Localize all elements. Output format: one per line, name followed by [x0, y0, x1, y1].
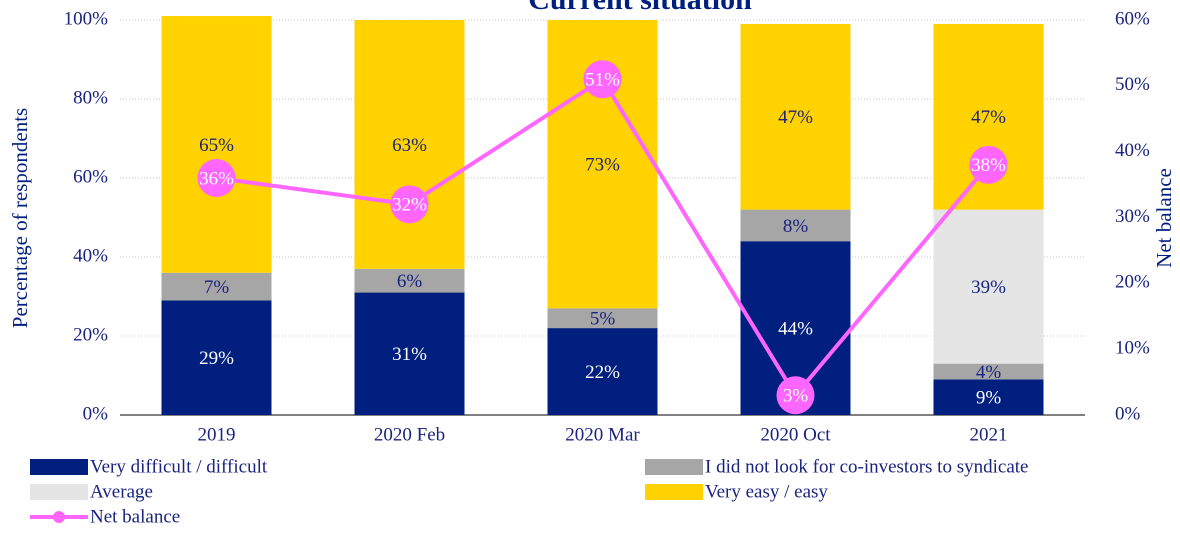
data-label: 32% — [392, 195, 427, 216]
data-label: 51% — [585, 70, 620, 91]
line-marker — [776, 376, 815, 415]
y2-tick-label: 0% — [1115, 403, 1141, 424]
y2-tick-label: 60% — [1115, 8, 1150, 29]
bar-segment — [354, 268, 465, 293]
chart-title: Current situation — [528, 0, 752, 16]
y-axis-title: Percentage of respondents — [8, 108, 32, 328]
data-label: 65% — [199, 135, 234, 156]
legend-label: Very easy / easy — [705, 481, 828, 502]
y2-tick-label: 40% — [1115, 140, 1150, 161]
data-label: 6% — [397, 271, 423, 292]
line-marker — [583, 60, 622, 99]
x-tick-label: 2019 — [198, 424, 236, 445]
bar-segment — [354, 20, 465, 269]
data-label: 47% — [778, 107, 813, 128]
bar-segment — [161, 16, 272, 273]
data-label: 73% — [585, 155, 620, 176]
legend-swatch — [30, 459, 88, 475]
line-marker — [197, 159, 236, 197]
data-label: 5% — [590, 309, 616, 330]
legend-label: I did not look for co-investors to syndi… — [705, 456, 1028, 477]
y-tick-label: 80% — [73, 87, 108, 108]
data-label: 9% — [976, 388, 1002, 409]
data-label: 7% — [204, 277, 230, 298]
x-tick-label: 2021 — [970, 424, 1008, 445]
legend-label: Very difficult / difficult — [90, 456, 268, 477]
y2-axis-title: Net balance — [1152, 168, 1176, 268]
data-label: 8% — [783, 216, 809, 237]
y2-tick-label: 20% — [1115, 272, 1150, 293]
line-marker — [390, 185, 429, 224]
legend-marker — [53, 511, 65, 523]
bar-segment — [547, 308, 658, 329]
bar-segment — [933, 209, 1044, 364]
data-label: 22% — [585, 362, 620, 383]
y2-tick-label: 30% — [1115, 206, 1150, 227]
bar-segment — [933, 379, 1044, 415]
legend-label: Average — [90, 481, 153, 502]
bar-segment — [933, 363, 1044, 380]
y-tick-label: 60% — [73, 166, 108, 187]
x-tick-label: 2020 Oct — [760, 424, 831, 445]
x-tick-label: 2020 Feb — [374, 424, 445, 445]
legend-swatch — [645, 484, 703, 500]
legend-label: Net balance — [90, 506, 180, 527]
y-tick-label: 20% — [73, 324, 108, 345]
data-label: 63% — [392, 135, 427, 156]
y2-tick-label: 50% — [1115, 74, 1150, 95]
y-tick-label: 0% — [83, 403, 109, 424]
y-tick-label: 100% — [64, 8, 109, 29]
bar-segment — [161, 300, 272, 415]
data-label: 3% — [783, 386, 809, 407]
data-label: 47% — [971, 107, 1006, 128]
data-label: 39% — [971, 277, 1006, 298]
data-label: 38% — [971, 155, 1006, 176]
data-label: 31% — [392, 344, 427, 365]
legend-swatch — [645, 459, 703, 475]
bar-segment — [740, 23, 851, 210]
line-marker — [969, 145, 1008, 184]
bar-segment — [547, 328, 658, 415]
bar-segment — [354, 292, 465, 415]
data-label: 4% — [976, 362, 1002, 383]
data-label: 36% — [199, 168, 234, 189]
legend-swatch — [30, 484, 88, 500]
y-tick-label: 40% — [73, 245, 108, 266]
data-label: 44% — [778, 318, 813, 339]
bar-segment — [740, 209, 851, 242]
bar-segment — [161, 272, 272, 301]
x-tick-label: 2020 Mar — [565, 424, 640, 445]
data-label: 29% — [199, 348, 234, 369]
y2-tick-label: 10% — [1115, 338, 1150, 359]
